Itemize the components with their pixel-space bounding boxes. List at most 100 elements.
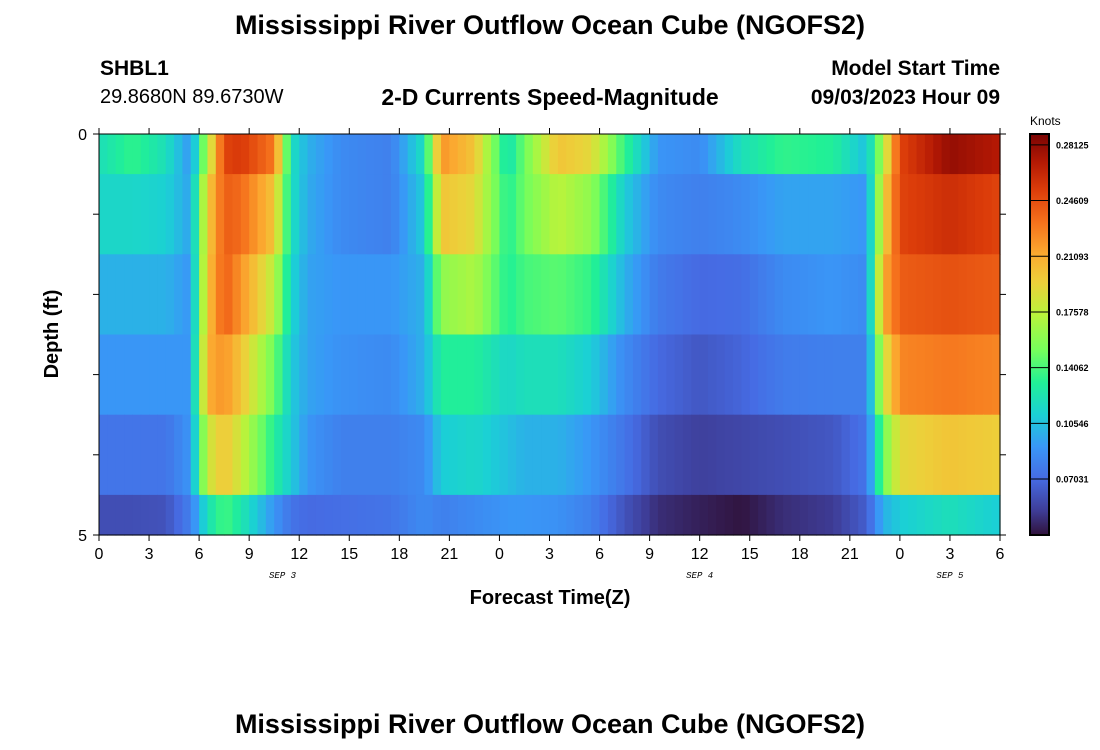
heatmap-cell xyxy=(866,414,876,496)
heatmap-cell xyxy=(783,414,793,496)
heatmap-cell xyxy=(541,494,551,536)
heatmap-cell xyxy=(908,254,918,336)
heatmap-cell xyxy=(616,334,626,416)
heatmap-cell xyxy=(382,334,392,416)
heatmap-cell xyxy=(749,254,759,336)
heatmap-cell xyxy=(499,494,509,536)
heatmap-cell xyxy=(340,494,350,536)
heatmap-cell xyxy=(741,174,751,255)
heatmap-cell xyxy=(749,334,759,416)
heatmap-cell xyxy=(441,174,450,255)
heatmap-cell xyxy=(441,494,450,536)
heatmap-cell xyxy=(499,254,509,336)
heatmap-cell xyxy=(307,174,317,255)
heatmap-cell xyxy=(132,414,142,496)
heatmap-cell xyxy=(808,134,818,175)
heatmap-cell xyxy=(307,414,317,496)
heatmap-cell xyxy=(616,174,626,255)
heatmap-cell xyxy=(149,334,158,416)
heatmap-cell xyxy=(883,134,893,175)
heatmap-cell xyxy=(315,254,325,336)
heatmap-cell xyxy=(824,134,834,175)
heatmap-cell xyxy=(482,134,492,175)
heatmap-cell xyxy=(741,134,751,175)
heatmap-cell xyxy=(424,494,434,536)
heatmap-cell xyxy=(657,414,667,496)
heatmap-cell xyxy=(257,254,267,336)
heatmap-cell xyxy=(190,414,200,496)
heatmap-cell xyxy=(299,494,309,536)
heatmap-cell xyxy=(190,254,200,336)
heatmap-cell xyxy=(165,334,175,416)
heatmap-cell xyxy=(274,414,284,496)
model-start-label: Model Start Time xyxy=(831,57,1000,80)
heatmap-cell xyxy=(274,174,284,255)
heatmap-cell xyxy=(482,254,492,336)
heatmap-cell xyxy=(849,174,859,255)
heatmap-cell xyxy=(282,414,292,496)
heatmap-cell xyxy=(708,494,717,536)
heatmap-cell xyxy=(949,334,959,416)
heatmap-cell xyxy=(190,334,200,416)
heatmap-cell xyxy=(257,494,267,536)
heatmap-cell xyxy=(199,254,209,336)
heatmap-cell xyxy=(708,254,717,336)
heatmap-cell xyxy=(449,334,459,416)
heatmap-cell xyxy=(891,414,901,496)
heatmap-cell xyxy=(899,494,909,536)
heatmap-cell xyxy=(874,174,884,255)
heatmap-cell xyxy=(607,414,617,496)
heatmap-cell xyxy=(390,494,400,536)
heatmap-cell xyxy=(916,414,926,496)
heatmap-cell xyxy=(140,334,150,416)
heatmap-cell xyxy=(532,414,542,496)
heatmap-cell xyxy=(632,494,642,536)
heatmap-cell xyxy=(524,414,534,496)
heatmap-cell xyxy=(299,254,309,336)
heatmap-cell xyxy=(682,134,692,175)
heatmap-cell xyxy=(107,334,117,416)
heatmap-cell xyxy=(524,494,534,536)
heatmap-cell xyxy=(649,494,659,536)
heatmap-cell xyxy=(124,334,133,416)
heatmap-cell xyxy=(991,414,1001,496)
heatmap-cell xyxy=(374,334,384,416)
x-axis-label: Forecast Time(Z) xyxy=(470,587,631,609)
colorbar-tick-label: 0.28125 xyxy=(1056,140,1089,150)
heatmap-cell xyxy=(783,334,793,416)
heatmap-cell xyxy=(674,134,684,175)
heatmap-cell xyxy=(641,134,651,175)
heatmap-cell xyxy=(466,334,476,416)
heatmap-cell xyxy=(416,334,425,416)
heatmap-cell xyxy=(432,334,442,416)
heatmap-cell xyxy=(149,134,158,175)
heatmap-cell xyxy=(349,334,359,416)
heatmap-cell xyxy=(157,494,167,536)
heatmap-cell xyxy=(699,174,709,255)
heatmap-cell xyxy=(282,174,292,255)
heatmap-cell xyxy=(783,134,793,175)
heatmap-cell xyxy=(507,494,517,536)
heatmap-cell xyxy=(482,414,492,496)
heatmap-cell xyxy=(949,494,959,536)
heatmap-cell xyxy=(924,414,934,496)
heatmap-cell xyxy=(407,414,417,496)
heatmap-cell xyxy=(607,494,617,536)
heatmap-cell xyxy=(557,254,567,336)
heatmap-cell xyxy=(549,134,559,175)
heatmap-cell xyxy=(340,174,350,255)
heatmap-cell xyxy=(282,254,292,336)
heatmap-cell xyxy=(140,494,150,536)
heatmap-cell xyxy=(390,334,400,416)
heatmap-cell xyxy=(449,254,459,336)
heatmap-cell xyxy=(749,134,759,175)
heatmap-cell xyxy=(774,174,784,255)
heatmap-cell xyxy=(557,134,567,175)
heatmap-cell xyxy=(157,174,167,255)
heatmap-cell xyxy=(340,134,350,175)
heatmap-cell xyxy=(215,334,225,416)
heatmap-cell xyxy=(799,494,809,536)
heatmap-cell xyxy=(207,334,217,416)
heatmap-cell xyxy=(941,334,951,416)
heatmap-cell xyxy=(699,414,709,496)
